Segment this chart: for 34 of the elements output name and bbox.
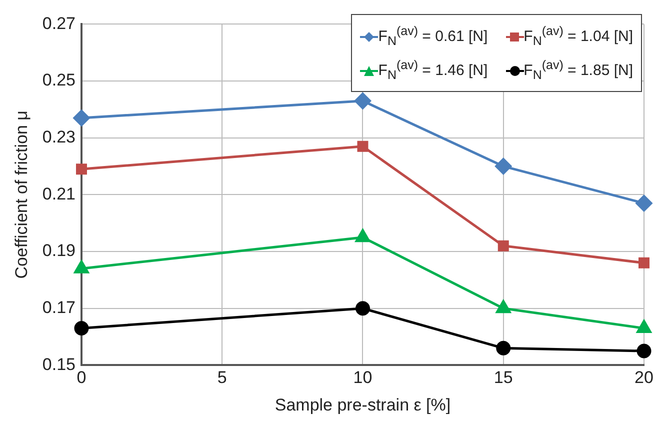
x-tick-label: 10 [353,368,372,388]
point [496,340,511,356]
point [355,229,370,242]
point [636,344,652,358]
x-tick-label: 15 [494,368,513,388]
x-axis-title: Sample pre-strain ε [%] [274,395,451,414]
y-axis-title: Coefficient of friction μ [12,110,31,279]
legend-label: F$_{N}$$^{(av)}$ = 0.61 [N] [378,24,488,48]
point [496,300,511,314]
point [636,320,652,334]
point [357,140,368,152]
y-tick-label: 0.15 [42,354,76,374]
point [498,240,509,252]
point [636,194,652,212]
y-tick-label: 0.27 [42,14,76,33]
x-tick-label: 0 [76,368,86,388]
y-tick-label: 0.25 [42,70,76,90]
x-tick-label: 5 [217,368,227,388]
y-tick-label: 0.21 [42,184,76,204]
point [73,110,90,126]
point [638,257,650,268]
point [74,260,89,274]
y-tick-label: 0.19 [42,241,76,260]
point [76,164,87,175]
legend-label: F$_{N}$$^{(av)}$ = 1.46 [N] [378,58,488,82]
y-tick-label: 0.17 [42,298,76,318]
x-tick-label: 20 [634,368,654,388]
legend-label: F$_{N}$$^{(av)}$ = 1.04 [N] [524,24,633,48]
point [355,301,370,316]
point [74,321,89,336]
y-tick-label: 0.23 [42,128,76,147]
point [354,92,371,110]
point [495,158,512,175]
legend-label: F$_{N}$$^{(av)}$ = 1.85 [N] [524,58,633,82]
